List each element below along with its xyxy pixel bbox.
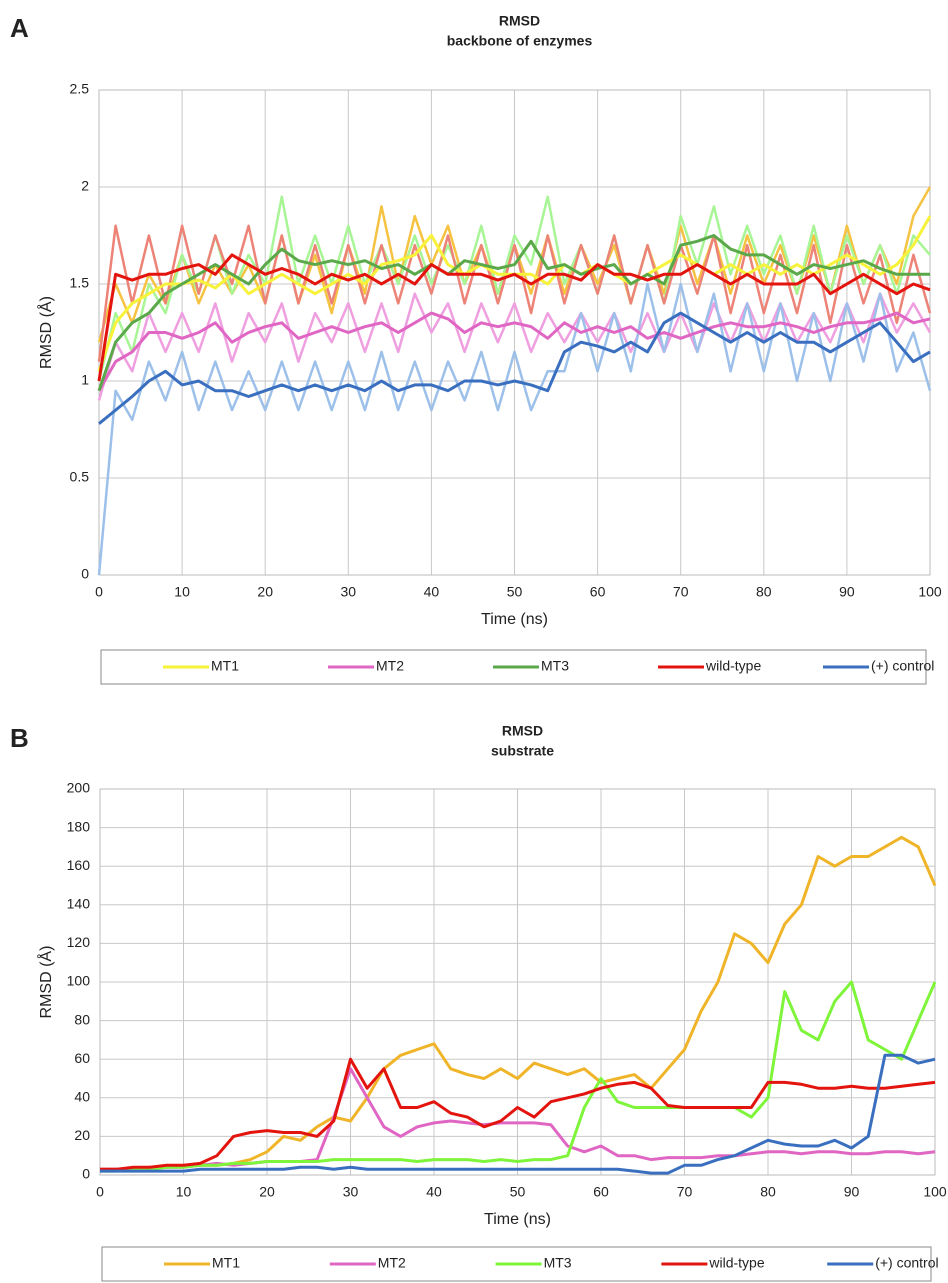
x-tick-label: 40 bbox=[424, 584, 440, 600]
x-axis-title: Time (ns) bbox=[484, 1211, 551, 1228]
y-tick-label: 2.5 bbox=[70, 81, 90, 97]
x-tick-label: 0 bbox=[96, 1184, 104, 1200]
series-line bbox=[100, 980, 937, 1173]
y-tick-label: 80 bbox=[74, 1011, 90, 1027]
x-tick-label: 100 bbox=[923, 1184, 947, 1200]
x-tick-label: 40 bbox=[426, 1184, 442, 1200]
legend-box bbox=[101, 1246, 932, 1282]
x-tick-label: 50 bbox=[510, 1184, 526, 1200]
y-tick-label: 60 bbox=[74, 1050, 90, 1066]
x-tick-label: 20 bbox=[259, 1184, 275, 1200]
series-line bbox=[97, 253, 931, 382]
y-tick-label: 0.5 bbox=[70, 469, 90, 485]
y-tick-label: 160 bbox=[67, 857, 91, 873]
legend-label: MT1 bbox=[212, 1255, 240, 1271]
legend-label: MT3 bbox=[544, 1255, 572, 1271]
legend-label: wild-type bbox=[705, 658, 761, 674]
x-tick-label: 100 bbox=[918, 584, 942, 600]
x-tick-label: 0 bbox=[95, 584, 103, 600]
x-tick-label: 60 bbox=[593, 1184, 609, 1200]
x-tick-label: 90 bbox=[839, 584, 855, 600]
x-tick-label: 70 bbox=[673, 584, 689, 600]
y-tick-label: 0 bbox=[81, 566, 89, 582]
series-line bbox=[98, 311, 931, 425]
x-axis-title: Time (ns) bbox=[481, 611, 548, 628]
series-line bbox=[100, 1053, 936, 1175]
legend-label: (+) control bbox=[871, 658, 934, 674]
y-tick-label: 100 bbox=[67, 973, 91, 989]
y-tick-label: 40 bbox=[74, 1089, 90, 1105]
y-tick-label: 2 bbox=[81, 178, 89, 194]
chart-subtitle: substrate bbox=[491, 743, 554, 759]
x-tick-label: 30 bbox=[343, 1184, 359, 1200]
y-tick-label: 1 bbox=[81, 372, 89, 388]
panel-label: A bbox=[10, 13, 29, 43]
y-tick-label: 180 bbox=[67, 818, 91, 834]
y-tick-label: 20 bbox=[74, 1127, 90, 1143]
y-tick-label: 0 bbox=[82, 1166, 90, 1182]
x-tick-label: 80 bbox=[760, 1184, 776, 1200]
raw-trace bbox=[97, 292, 932, 401]
x-tick-label: 90 bbox=[844, 1184, 860, 1200]
legend-label: MT2 bbox=[378, 1255, 406, 1271]
x-tick-label: 60 bbox=[590, 584, 606, 600]
panel-label: B bbox=[10, 723, 29, 753]
series-line bbox=[97, 311, 931, 392]
legend-label: (+) control bbox=[875, 1255, 938, 1271]
x-tick-label: 70 bbox=[677, 1184, 693, 1200]
y-axis-title: RMSD (Å) bbox=[36, 296, 55, 369]
legend-label: MT1 bbox=[211, 658, 239, 674]
x-tick-label: 30 bbox=[341, 584, 357, 600]
y-tick-label: 1.5 bbox=[70, 275, 90, 291]
x-tick-label: 10 bbox=[174, 584, 190, 600]
chart-title: RMSD bbox=[502, 723, 543, 739]
y-axis-title: RMSD (Å) bbox=[36, 946, 55, 1019]
raw-trace bbox=[97, 224, 932, 362]
x-tick-label: 10 bbox=[176, 1184, 192, 1200]
chart-title: RMSD bbox=[499, 13, 540, 29]
series-line bbox=[100, 1057, 936, 1171]
chart-subtitle: backbone of enzymes bbox=[447, 33, 593, 49]
legend-label: MT2 bbox=[376, 658, 404, 674]
y-tick-label: 200 bbox=[67, 780, 91, 796]
x-tick-label: 50 bbox=[507, 584, 523, 600]
x-tick-label: 80 bbox=[756, 584, 772, 600]
y-tick-label: 140 bbox=[67, 896, 91, 912]
legend-label: MT3 bbox=[541, 658, 569, 674]
x-tick-label: 20 bbox=[257, 584, 273, 600]
raw-trace bbox=[97, 282, 932, 576]
series-line bbox=[97, 234, 930, 392]
y-tick-label: 120 bbox=[67, 934, 91, 950]
legend-label: wild-type bbox=[708, 1255, 764, 1271]
